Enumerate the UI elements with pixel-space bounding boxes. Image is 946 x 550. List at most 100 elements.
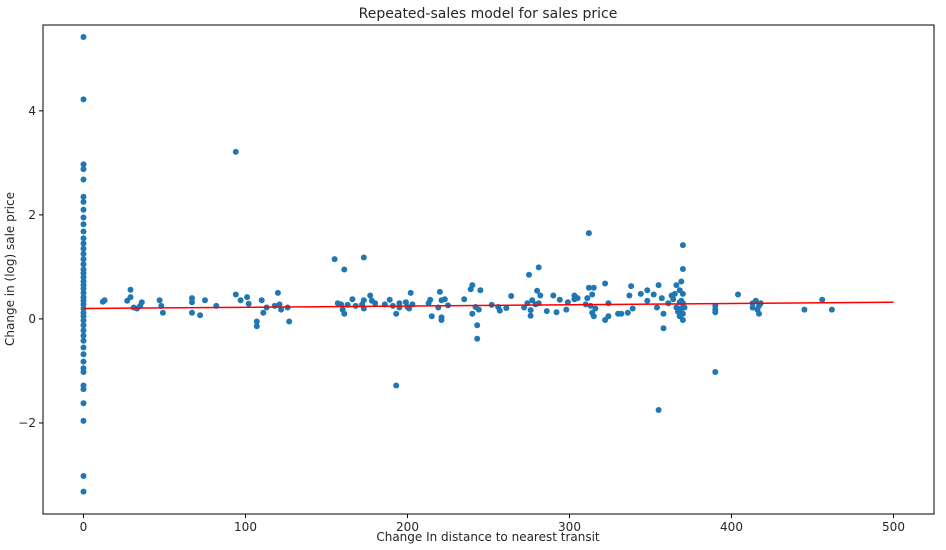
data-point-55 <box>156 297 163 304</box>
data-point-164 <box>605 300 612 307</box>
data-point-200 <box>679 317 686 323</box>
data-point-35 <box>80 344 87 351</box>
data-point-77 <box>278 306 285 313</box>
x-tick-label: 200 <box>396 520 419 534</box>
data-point-147 <box>563 306 570 313</box>
data-point-176 <box>654 304 660 311</box>
data-point-44 <box>80 473 87 479</box>
y-axis-ticks: −2 0 2 4 <box>18 104 43 430</box>
data-point-97 <box>386 296 393 303</box>
data-point-209 <box>752 297 759 304</box>
data-point-5 <box>80 193 87 200</box>
data-point-22 <box>80 285 87 292</box>
data-point-118 <box>461 296 468 303</box>
data-point-174 <box>644 297 651 304</box>
data-point-14 <box>80 250 87 257</box>
data-point-157 <box>589 291 596 298</box>
data-point-139 <box>534 287 541 294</box>
data-point-208 <box>749 304 756 311</box>
x-tick-label: 500 <box>882 520 905 534</box>
data-point-154 <box>585 230 592 237</box>
data-point-37 <box>80 358 87 365</box>
data-point-7 <box>80 206 87 213</box>
data-point-124 <box>474 335 481 342</box>
data-point-75 <box>274 289 281 296</box>
data-point-9 <box>80 221 87 228</box>
data-point-80 <box>331 256 338 263</box>
data-point-68 <box>245 300 252 307</box>
data-point-58 <box>189 295 195 302</box>
data-point-106 <box>407 289 414 296</box>
data-point-137 <box>529 297 536 304</box>
data-point-196 <box>679 266 686 272</box>
data-point-85 <box>341 266 348 273</box>
data-point-114 <box>438 314 445 321</box>
data-point-32 <box>80 327 87 334</box>
trend-line <box>83 301 894 310</box>
data-point-110 <box>428 313 435 320</box>
data-point-132 <box>521 304 528 311</box>
data-point-131 <box>508 293 515 299</box>
data-point-23 <box>80 289 87 296</box>
data-point-170 <box>628 283 635 290</box>
data-point-142 <box>537 292 544 299</box>
data-point-93 <box>367 292 374 299</box>
data-point-177 <box>655 407 662 413</box>
data-point-125 <box>475 306 482 313</box>
data-point-13 <box>80 245 87 252</box>
data-point-162 <box>602 280 609 287</box>
data-point-151 <box>574 295 581 302</box>
x-axis-ticks: 0 100 200 300 400 500 <box>80 514 905 534</box>
data-point-0 <box>80 34 87 40</box>
data-point-10 <box>80 228 87 235</box>
data-point-3 <box>80 166 87 173</box>
x-tick-label: 0 <box>80 520 88 534</box>
y-tick-label: −2 <box>18 416 36 430</box>
data-point-91 <box>360 297 367 304</box>
data-point-47 <box>101 297 108 304</box>
data-point-79 <box>286 318 293 325</box>
data-point-34 <box>80 337 87 344</box>
data-point-172 <box>637 290 644 297</box>
data-point-171 <box>629 305 636 312</box>
data-point-4 <box>80 176 87 183</box>
data-point-43 <box>80 417 87 424</box>
data-point-216 <box>828 306 835 313</box>
data-point-167 <box>618 310 625 317</box>
data-point-211 <box>756 310 762 317</box>
data-point-184 <box>670 296 677 303</box>
data-point-67 <box>244 294 251 301</box>
data-point-64 <box>232 148 239 155</box>
data-point-148 <box>564 299 571 306</box>
data-point-12 <box>80 240 87 247</box>
y-tick-label: 0 <box>28 312 36 326</box>
data-point-134 <box>526 271 532 278</box>
data-point-126 <box>477 287 484 294</box>
data-point-33 <box>80 332 87 339</box>
data-point-130 <box>503 305 510 311</box>
data-point-144 <box>550 292 557 299</box>
x-tick-label: 100 <box>234 520 257 534</box>
data-point-159 <box>590 284 597 291</box>
data-point-173 <box>644 287 651 294</box>
data-point-121 <box>469 310 476 317</box>
data-point-129 <box>496 307 503 314</box>
data-point-49 <box>127 286 134 293</box>
data-point-204 <box>712 309 719 316</box>
data-point-100 <box>393 382 400 389</box>
data-point-103 <box>402 299 409 306</box>
data-point-19 <box>80 274 87 281</box>
data-point-109 <box>427 296 434 303</box>
chart-title: Repeated-sales model for sales price <box>359 6 618 22</box>
data-point-61 <box>197 312 204 319</box>
data-point-57 <box>159 309 166 316</box>
data-point-41 <box>80 386 87 393</box>
data-point-214 <box>801 306 808 313</box>
data-point-161 <box>592 305 599 312</box>
data-point-76 <box>276 301 283 308</box>
data-point-16 <box>80 261 87 268</box>
axes-frame <box>42 24 935 515</box>
data-point-120 <box>469 282 476 289</box>
data-point-195 <box>679 242 686 249</box>
data-point-180 <box>660 325 667 332</box>
